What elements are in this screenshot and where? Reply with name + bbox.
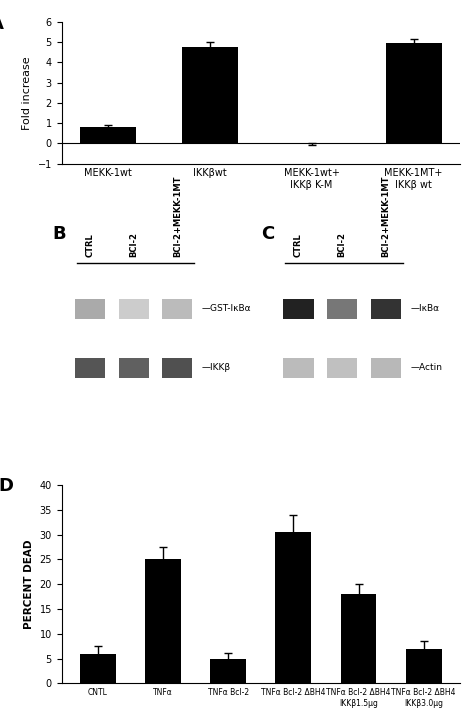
Bar [145, 559, 181, 683]
Bar [371, 358, 401, 378]
Bar [386, 43, 442, 143]
Bar [275, 532, 311, 683]
Bar [80, 654, 116, 683]
Bar [182, 47, 238, 143]
Text: BCI-2+MEKK-1MT: BCI-2+MEKK-1MT [173, 176, 182, 257]
Bar [283, 143, 340, 145]
Bar [283, 299, 314, 318]
Text: —Actin: —Actin [410, 364, 443, 372]
Text: BCI-2+MEKK-1MT: BCI-2+MEKK-1MT [382, 176, 390, 257]
Text: BCI-2: BCI-2 [338, 232, 346, 257]
Bar [75, 299, 105, 318]
Bar [162, 299, 192, 318]
Bar [118, 299, 149, 318]
Text: B: B [52, 225, 66, 243]
Text: —IKKβ: —IKKβ [202, 364, 231, 372]
Text: D: D [0, 477, 13, 495]
Bar [406, 648, 442, 683]
Y-axis label: PERCENT DEAD: PERCENT DEAD [24, 539, 34, 629]
Text: —GST-IκBα: —GST-IκBα [202, 304, 252, 313]
Y-axis label: Fold increase: Fold increase [22, 56, 32, 129]
Text: CTRL: CTRL [294, 233, 303, 257]
Bar [162, 358, 192, 378]
Bar [371, 299, 401, 318]
Bar [210, 659, 246, 683]
Bar [283, 358, 314, 378]
Text: A: A [0, 15, 4, 33]
Text: BCI-2: BCI-2 [129, 232, 138, 257]
Text: C: C [261, 225, 274, 243]
Bar [327, 358, 357, 378]
Bar [75, 358, 105, 378]
Bar [118, 358, 149, 378]
Bar [327, 299, 357, 318]
Text: CTRL: CTRL [86, 233, 94, 257]
Bar [80, 127, 136, 143]
Text: —IκBα: —IκBα [410, 304, 439, 313]
Bar [341, 594, 376, 683]
